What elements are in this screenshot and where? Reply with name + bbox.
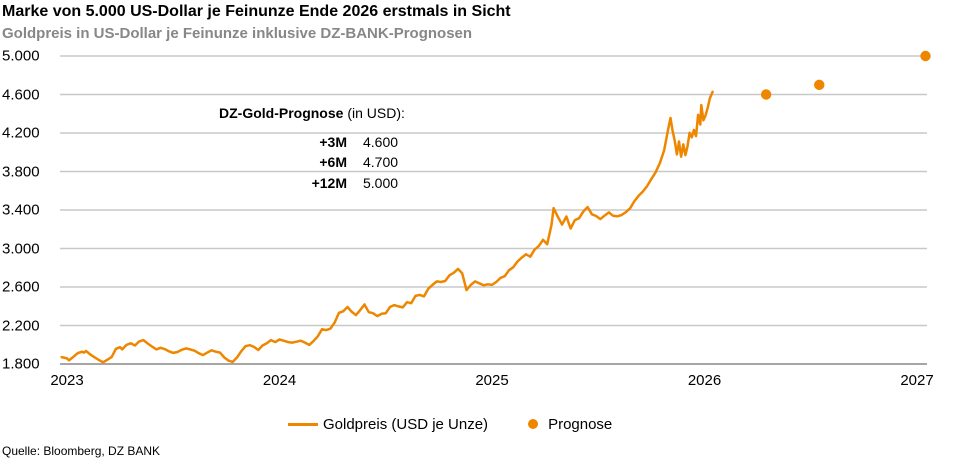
y-axis-tick-label: 4.600	[2, 86, 40, 103]
forecast-row-3m-label: +3M	[319, 134, 347, 150]
forecast-row-6m: +6M 4.700	[219, 155, 398, 170]
forecast-row-12m: +12M 5.000	[219, 176, 398, 191]
y-axis-tick-label: 5.000	[2, 47, 40, 65]
legend: Goldpreis (USD je Unze) Prognose	[288, 414, 612, 434]
prognose-dot	[760, 89, 772, 100]
forecast-row-6m-value: 4.700	[363, 154, 399, 170]
prognose-dot-swatch-icon	[528, 419, 539, 429]
source-note: Quelle: Bloomberg, DZ BANK	[2, 444, 161, 458]
forecast-annotation-title: DZ-Gold-Prognose (in USD):	[219, 105, 405, 121]
chart-subtitle: Goldpreis in US-Dollar je Feinunze inklu…	[2, 25, 473, 42]
x-axis-tick-label: 2026	[687, 372, 722, 389]
y-axis-tick-label: 2.600	[2, 278, 40, 296]
goldpreis-line	[60, 90, 714, 364]
forecast-row-3m-value: 4.600	[363, 134, 399, 150]
chart-title: Marke von 5.000 US-Dollar je Feinunze En…	[2, 3, 511, 20]
forecast-annotation-title-rest: (in USD):	[343, 105, 405, 121]
prognose-dot	[920, 50, 931, 62]
y-axis-tick-label: 4.200	[2, 124, 40, 142]
forecast-annotation-title-bold: DZ-Gold-Prognose	[219, 105, 344, 121]
forecast-row-12m-label: +12M	[311, 175, 347, 191]
prognose-dot	[814, 79, 825, 91]
y-axis-tick-label: 3.400	[2, 201, 40, 219]
goldpreis-line-swatch-icon	[288, 422, 318, 426]
y-axis-tick-label: 3.000	[2, 240, 40, 257]
x-axis-tick-label: 2023	[50, 372, 84, 389]
x-axis-tick-label: 2024	[262, 372, 297, 389]
forecast-row-12m-value: 5.000	[363, 175, 399, 191]
legend-label-goldpreis: Goldpreis (USD je Unze)	[323, 415, 489, 433]
x-axis-tick-label: 2027	[900, 372, 934, 389]
forecast-row-6m-label: +6M	[319, 154, 347, 170]
legend-label-prognose: Prognose	[548, 415, 613, 433]
y-axis-tick-label: 2.200	[2, 317, 40, 334]
y-axis-tick-label: 3.800	[2, 163, 40, 180]
y-axis-tick-label: 1.800	[2, 355, 40, 373]
x-axis-tick-label: 2025	[475, 372, 509, 389]
forecast-row-3m: +3M 4.600	[219, 135, 398, 150]
